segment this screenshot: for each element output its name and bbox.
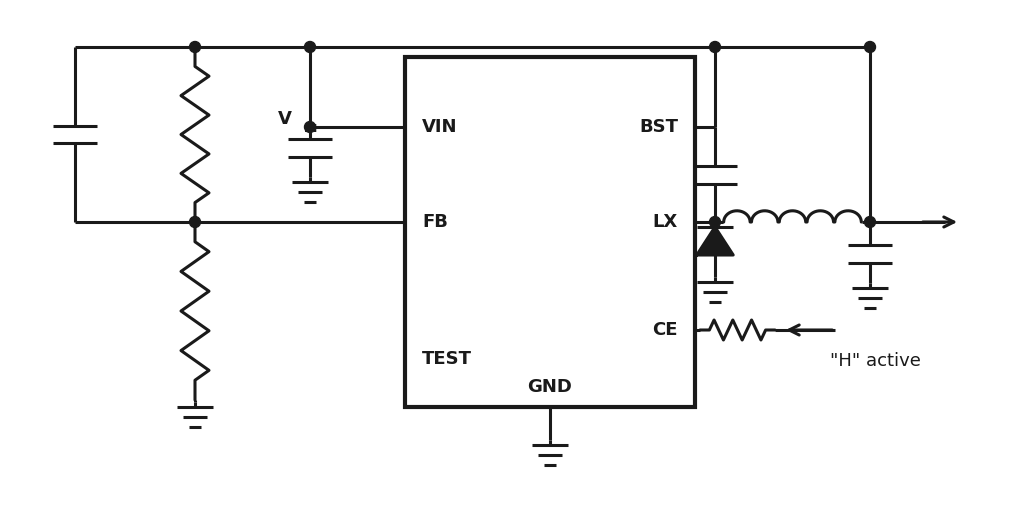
Text: "H" active: "H" active — [830, 352, 921, 370]
Circle shape — [864, 217, 876, 227]
Text: V: V — [278, 110, 292, 128]
Text: VIN: VIN — [422, 118, 458, 136]
Circle shape — [304, 121, 315, 133]
Text: GND: GND — [527, 378, 572, 396]
Text: TEST: TEST — [422, 350, 472, 368]
Text: BST: BST — [639, 118, 678, 136]
Text: CE: CE — [652, 321, 678, 339]
Text: FB: FB — [422, 213, 447, 231]
Bar — [406, 57, 695, 407]
Circle shape — [189, 217, 201, 227]
Circle shape — [710, 217, 721, 227]
Text: IN: IN — [304, 124, 317, 134]
Polygon shape — [696, 227, 733, 255]
Circle shape — [189, 41, 201, 53]
Circle shape — [710, 41, 721, 53]
Text: LX: LX — [652, 213, 678, 231]
Circle shape — [864, 41, 876, 53]
Circle shape — [304, 41, 315, 53]
